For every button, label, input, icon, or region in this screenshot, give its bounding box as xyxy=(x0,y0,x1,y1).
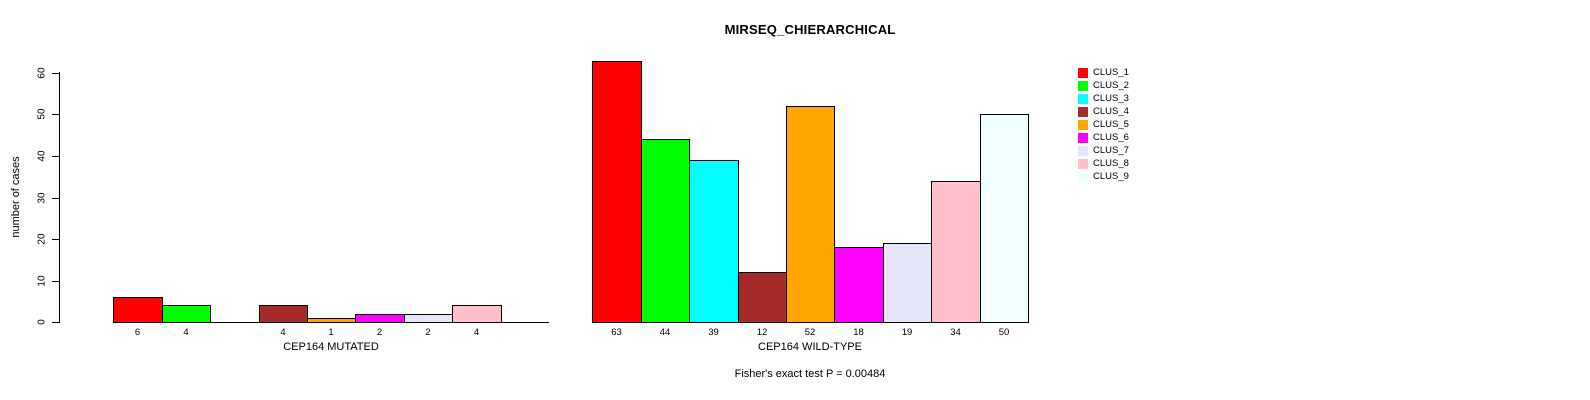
legend-item: CLUS_8 xyxy=(1078,158,1129,171)
bar-clus_5-panel1 xyxy=(307,318,356,323)
bar-clus_7-panel2 xyxy=(883,243,932,323)
y-tick-label: 60 xyxy=(36,67,48,79)
y-tick-label: 10 xyxy=(36,275,48,287)
legend-label: CLUS_4 xyxy=(1093,105,1129,117)
bar-clus_1-panel1 xyxy=(113,297,163,323)
bar-clus_2-panel1 xyxy=(162,305,211,323)
bar-count-label: 39 xyxy=(708,327,719,338)
bar-count-label: 52 xyxy=(804,327,816,338)
y-tick-label: 40 xyxy=(36,150,48,162)
bar-count-label: 4 xyxy=(473,327,480,338)
legend-item: CLUS_3 xyxy=(1078,92,1129,105)
bar-count-label: 1 xyxy=(328,327,334,338)
legend-swatch-icon xyxy=(1078,93,1088,104)
bar-count-label: 2 xyxy=(376,327,383,338)
legend-swatch-icon xyxy=(1078,106,1088,117)
bar-clus_6-panel2 xyxy=(834,247,884,323)
bar-clus_1-panel2 xyxy=(592,61,642,323)
legend-item: CLUS_6 xyxy=(1078,131,1129,144)
y-tick-mark xyxy=(52,156,59,157)
legend-label: CLUS_9 xyxy=(1093,171,1129,183)
bar-count-label: 50 xyxy=(998,327,1010,338)
bar-clus_9-panel2 xyxy=(980,114,1029,323)
bar-clus_8-panel2 xyxy=(931,181,981,323)
legend-label: CLUS_7 xyxy=(1093,145,1129,157)
bar-count-label: 18 xyxy=(853,327,864,338)
legend-label: CLUS_6 xyxy=(1093,132,1129,144)
bar-count-label: 34 xyxy=(950,327,961,338)
legend-item: CLUS_1 xyxy=(1078,66,1129,79)
y-tick-label: 30 xyxy=(36,192,48,204)
legend-swatch-icon xyxy=(1078,172,1088,183)
legend-item: CLUS_2 xyxy=(1078,79,1129,92)
bar-clus_2-panel2 xyxy=(641,139,690,323)
legend-item: CLUS_7 xyxy=(1078,145,1129,158)
y-tick-mark xyxy=(52,322,59,323)
legend-swatch-icon xyxy=(1078,67,1088,78)
bar-count-label: 12 xyxy=(756,327,768,338)
bar-count-label: 2 xyxy=(425,327,431,338)
x-axis-label-mutated: CEP164 MUTATED xyxy=(283,341,379,353)
legend-swatch-icon xyxy=(1078,159,1088,170)
legend-swatch-icon xyxy=(1078,146,1088,157)
bar-clus_5-panel2 xyxy=(786,106,835,323)
legend-swatch-icon xyxy=(1078,119,1088,130)
y-tick-mark xyxy=(52,239,59,240)
y-tick-label: 0 xyxy=(36,319,48,325)
bar-clus_4-panel1 xyxy=(259,305,308,323)
bar-clus_7-panel1 xyxy=(404,314,453,323)
bar-count-label: 19 xyxy=(901,327,913,338)
bar-count-label: 6 xyxy=(134,327,141,338)
chart-title: MIRSEQ_CHIERARCHICAL xyxy=(724,22,896,37)
legend-item: CLUS_4 xyxy=(1078,105,1129,118)
bar-clus_4-panel2 xyxy=(738,272,787,323)
y-tick-label: 20 xyxy=(36,233,48,245)
y-tick-mark xyxy=(52,198,59,199)
bar-count-label: 44 xyxy=(659,327,671,338)
y-axis-line xyxy=(59,72,60,323)
bar-clus_3-panel2 xyxy=(689,160,739,323)
bar-count-label: 4 xyxy=(280,327,286,338)
legend-label: CLUS_1 xyxy=(1093,66,1129,78)
bar-clus_6-panel1 xyxy=(355,314,405,323)
legend-item: CLUS_9 xyxy=(1078,171,1129,184)
legend-label: CLUS_8 xyxy=(1093,158,1129,170)
bar-clus_8-panel1 xyxy=(452,305,502,323)
legend-label: CLUS_3 xyxy=(1093,92,1129,104)
legend-swatch-icon xyxy=(1078,133,1088,144)
legend-item: CLUS_5 xyxy=(1078,118,1129,131)
bar-count-label: 4 xyxy=(183,327,189,338)
x-axis-label-wildtype: CEP164 WILD-TYPE xyxy=(758,341,862,353)
legend-swatch-icon xyxy=(1078,80,1088,91)
legend-label: CLUS_2 xyxy=(1093,79,1129,91)
fisher-test-text: Fisher's exact test P = 0.00484 xyxy=(734,368,886,380)
y-tick-mark xyxy=(52,114,59,115)
legend-label: CLUS_5 xyxy=(1093,118,1129,130)
y-axis-label: number of cases xyxy=(10,156,22,238)
y-tick-mark xyxy=(52,281,59,282)
y-tick-label: 50 xyxy=(36,108,48,120)
legend: CLUS_1 CLUS_2 CLUS_3 CLUS_4 CLUS_5 CLUS_6 CLUS… xyxy=(1078,66,1129,184)
bar-count-label: 63 xyxy=(611,327,622,338)
y-tick-mark xyxy=(52,73,59,74)
